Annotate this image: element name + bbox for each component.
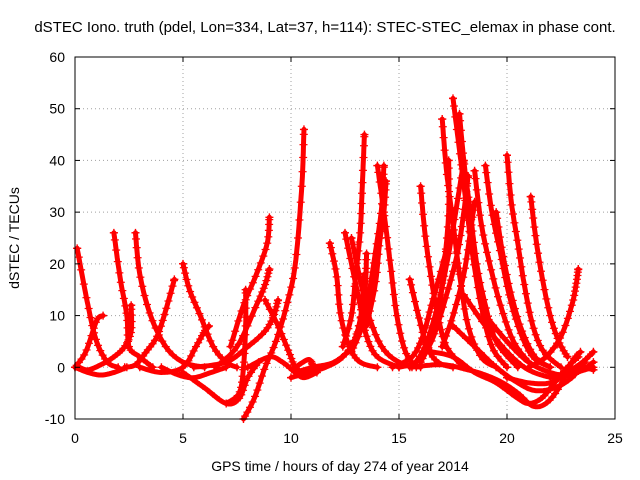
series-trace	[528, 194, 570, 360]
x-tick-label: 15	[391, 430, 407, 446]
x-tick-label: 25	[607, 430, 623, 446]
series-trace	[439, 199, 478, 350]
x-axis-label: GPS time / hours of day 274 of year 2014	[211, 458, 469, 474]
x-tick-label: 20	[499, 430, 515, 446]
x-tick-label: 0	[71, 430, 79, 446]
y-axis-label: dSTEC / TECUs	[6, 187, 22, 289]
data-point	[299, 125, 308, 134]
series-trace	[493, 209, 553, 370]
data-point	[170, 275, 179, 284]
series-trace	[418, 183, 467, 370]
series-trace	[340, 132, 367, 350]
y-tick-label: 20	[49, 256, 65, 272]
data-point	[274, 296, 283, 305]
x-tick-label: 10	[283, 430, 299, 446]
ticks: 0 5 10 15 20 25 -10 0 10 20 30 40 50 60	[45, 49, 623, 446]
series-arc-38	[438, 197, 479, 351]
series-arc-37	[416, 171, 473, 367]
x-tick-label: 5	[179, 430, 187, 446]
series-arc-21	[291, 357, 317, 372]
y-tick-label: 60	[49, 49, 65, 65]
data-point	[464, 171, 473, 180]
y-tick-label: 40	[49, 152, 65, 168]
plot-frame	[74, 56, 616, 420]
chart-title: dSTEC Iono. truth (pdel, Lon=334, Lat=37…	[34, 19, 615, 36]
series-arc-50	[503, 347, 598, 387]
series-trace	[228, 214, 272, 350]
series-trace	[241, 126, 307, 422]
y-tick-label: 0	[57, 359, 65, 375]
series-trace	[418, 173, 471, 365]
series-trace	[409, 157, 467, 370]
grid	[75, 57, 615, 419]
y-tick-label: 10	[49, 308, 65, 324]
series-arc-41	[526, 192, 572, 361]
series-group	[71, 94, 598, 423]
series-trace	[472, 168, 532, 365]
series-arc-07	[120, 275, 179, 372]
series-arc-40	[503, 151, 565, 372]
series-arc-51	[546, 364, 598, 382]
data-point	[360, 270, 369, 279]
data-point	[265, 265, 274, 274]
series-arc-01	[73, 244, 123, 372]
y-tick-label: 30	[49, 204, 65, 220]
data-point	[459, 156, 468, 165]
series-arc-13	[211, 265, 274, 372]
y-tick-label: 50	[49, 101, 65, 117]
series-arc-25	[338, 130, 369, 351]
series-arc-49	[524, 265, 583, 372]
series-trace	[374, 163, 419, 370]
series-arc-48	[481, 311, 598, 378]
series-arc-14	[226, 213, 274, 351]
y-tick-label: -10	[45, 411, 65, 427]
series-arc-42	[492, 208, 555, 372]
series-arc-46	[449, 321, 589, 394]
series-arc-09	[135, 321, 213, 375]
